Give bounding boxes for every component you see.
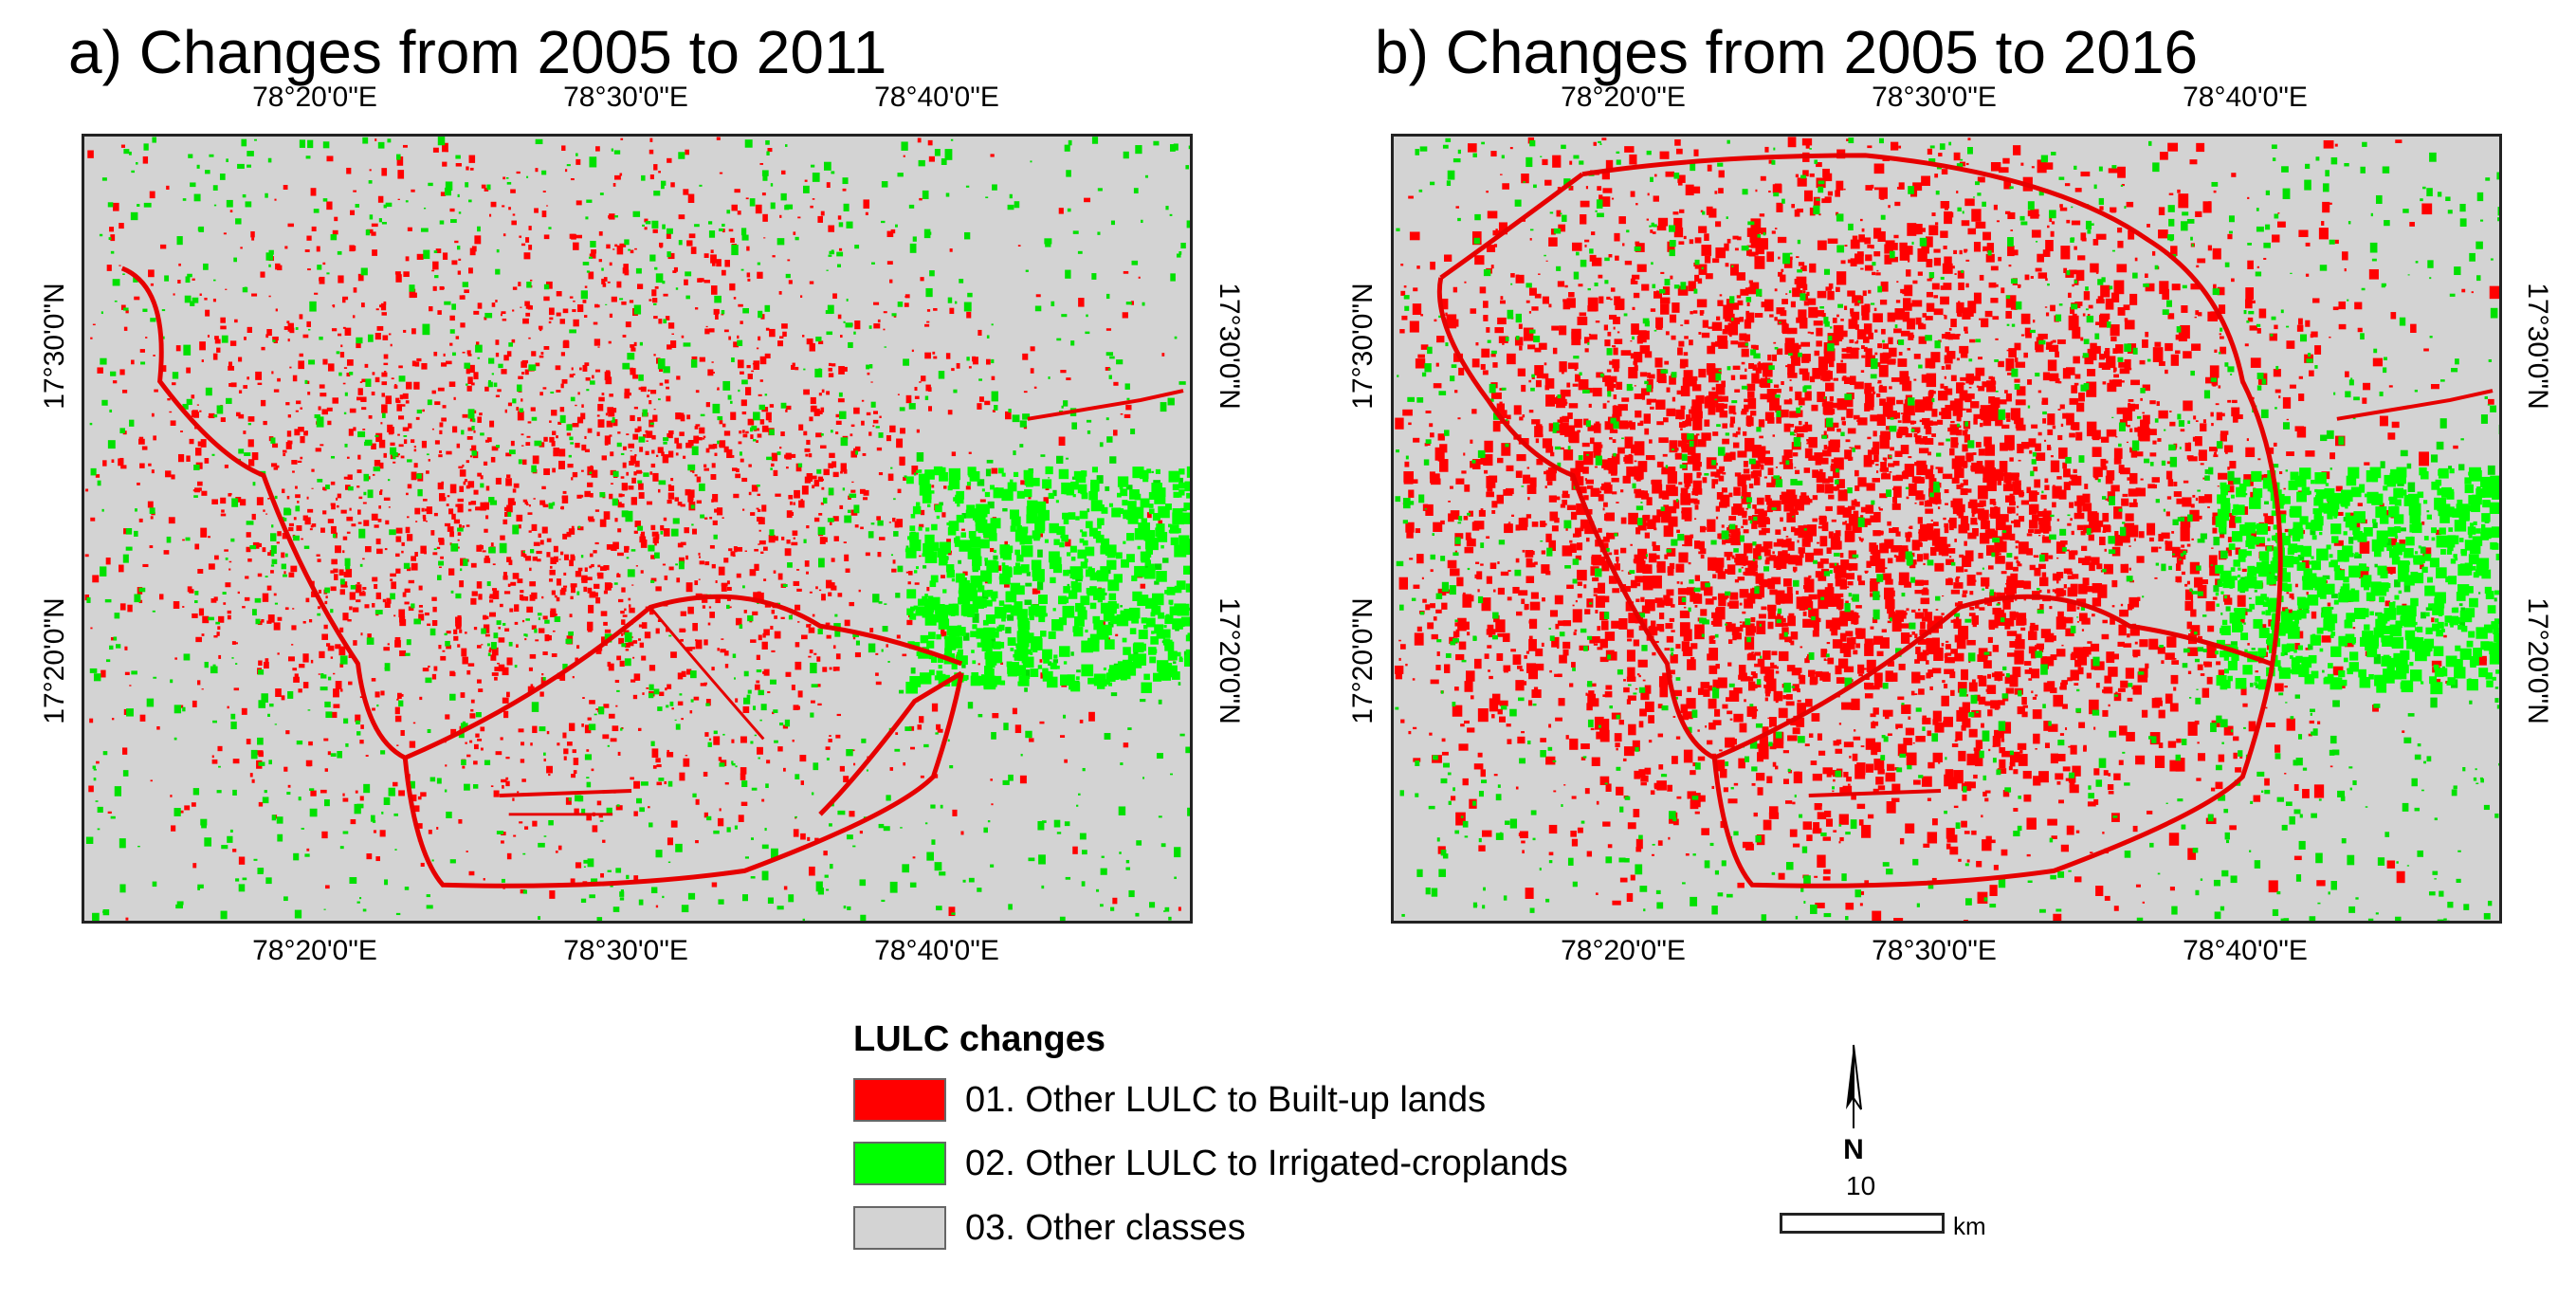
panel-a-map <box>82 134 1193 924</box>
panel-b-top-tick: 78°20'0"E <box>1561 82 1686 113</box>
panel-a-title: a) Changes from 2005 to 2011 <box>68 18 887 86</box>
panel-b-left-tick: 17°20'0"N <box>1347 597 1379 724</box>
panel-a-right-tick: 17°30'0"N <box>1214 283 1245 410</box>
panel-a-top-tick: 78°20'0"E <box>252 82 377 113</box>
panel-a-top-tick: 78°30'0"E <box>563 82 688 113</box>
panel-a-scatter <box>84 137 1190 921</box>
panel-b-top-tick: 78°40'0"E <box>2183 82 2308 113</box>
legend-label: 02. Other LULC to Irrigated-croplands <box>965 1143 1568 1183</box>
panel-b-right-tick: 17°20'0"N <box>2522 597 2553 724</box>
panel-b-left-tick: 17°30'0"N <box>1347 283 1379 410</box>
panel-b-top-tick: 78°30'0"E <box>1872 82 1997 113</box>
panel-b-right-tick: 17°30'0"N <box>2522 283 2553 410</box>
legend-label: 03. Other classes <box>965 1207 1246 1248</box>
panel-b-map <box>1391 134 2502 924</box>
panel-a-left-tick: 17°30'0"N <box>39 283 70 410</box>
panel-a-top-tick: 78°40'0"E <box>874 82 999 113</box>
legend-swatch-built-up <box>853 1078 946 1122</box>
panel-b-map-graphic <box>1394 137 2499 921</box>
legend-item-irrigated: 02. Other LULC to Irrigated-croplands <box>853 1142 1568 1185</box>
panel-b-bottom-tick: 78°40'0"E <box>2183 935 2308 966</box>
legend-swatch-irrigated <box>853 1142 946 1185</box>
legend-item-other: 03. Other classes <box>853 1206 1246 1250</box>
scale-bar-unit: km <box>1953 1212 1986 1240</box>
north-arrow-label: N <box>1843 1134 1864 1165</box>
panel-a-left-tick: 17°20'0"N <box>39 597 70 724</box>
legend-item-built-up: 01. Other LULC to Built-up lands <box>853 1078 1486 1122</box>
panel-b-bottom-tick: 78°20'0"E <box>1561 935 1686 966</box>
scale-bar <box>1780 1213 1945 1234</box>
panel-a-roads <box>120 265 1184 888</box>
legend-label: 01. Other LULC to Built-up lands <box>965 1079 1487 1120</box>
legend-swatch-other <box>853 1206 946 1250</box>
panel-b-roads <box>1436 153 2494 888</box>
panel-a-bottom-tick: 78°20'0"E <box>252 935 377 966</box>
panel-a-bottom-tick: 78°40'0"E <box>874 935 999 966</box>
panel-b-title: b) Changes from 2005 to 2016 <box>1375 18 2199 86</box>
panel-a-bottom-tick: 78°30'0"E <box>563 935 688 966</box>
legend-title: LULC changes <box>853 1019 1106 1059</box>
panel-a-map-graphic <box>84 137 1190 921</box>
scale-bar-value: 10 <box>1846 1171 1876 1200</box>
panel-a-right-tick: 17°20'0"N <box>1214 597 1245 724</box>
panel-b-bottom-tick: 78°30'0"E <box>1872 935 1997 966</box>
north-arrow-icon: N <box>1843 1044 1864 1165</box>
